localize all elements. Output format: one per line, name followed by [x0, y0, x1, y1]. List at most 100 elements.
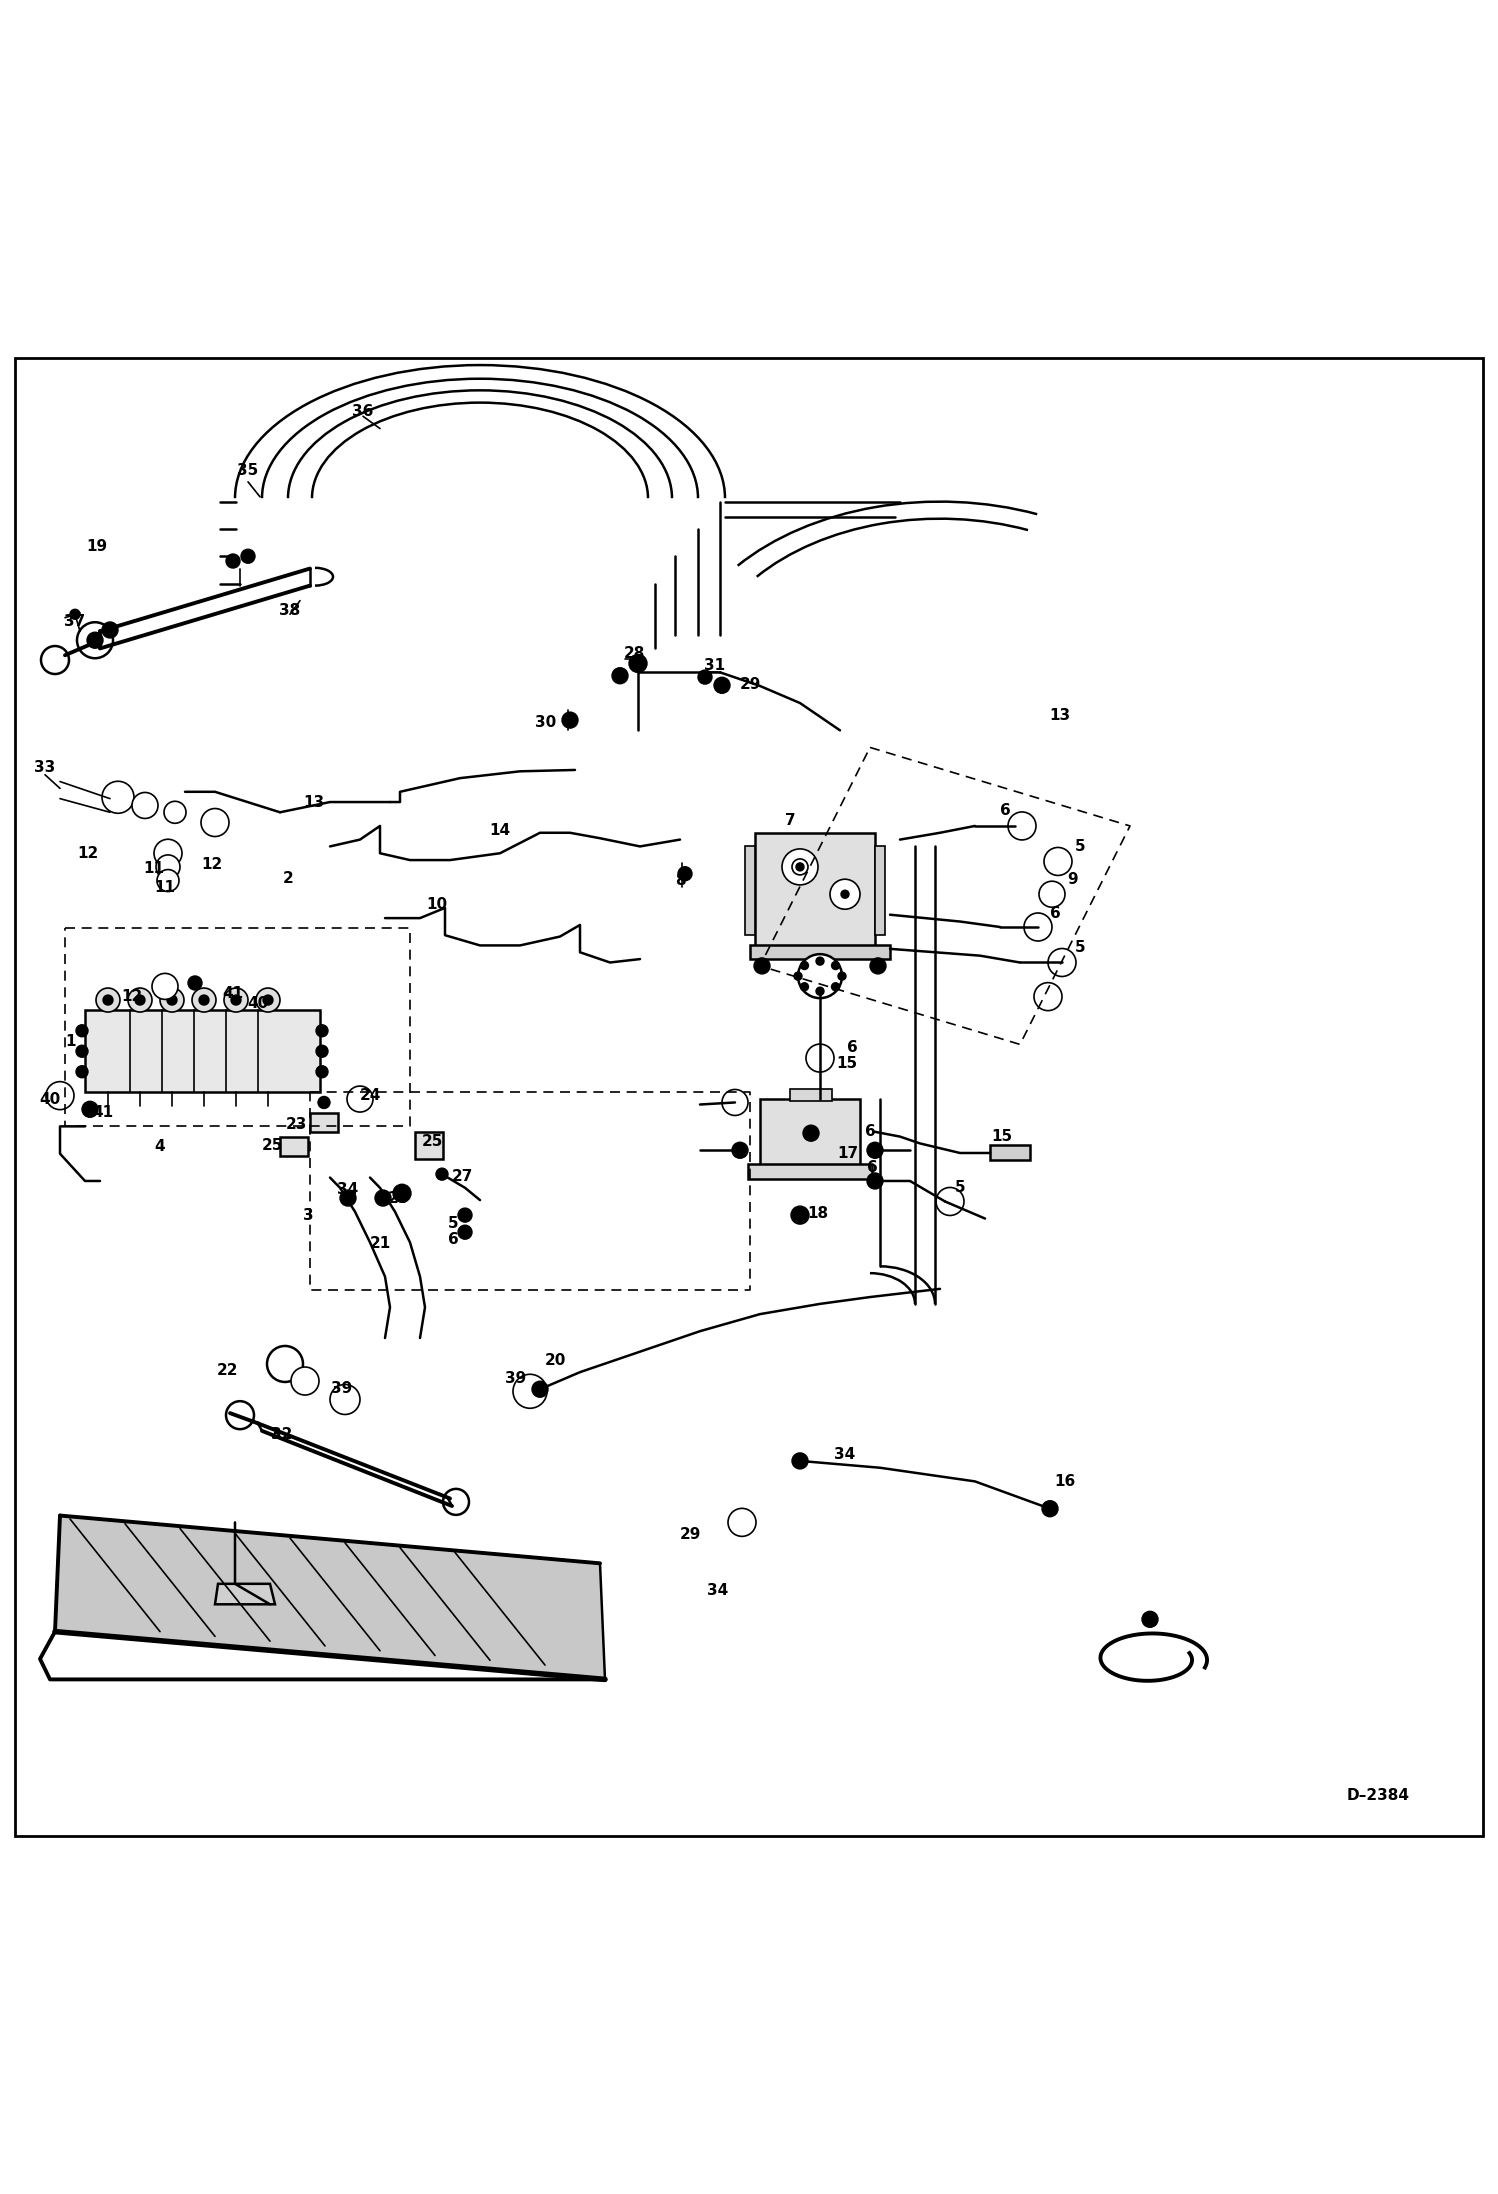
Bar [789, 1088, 831, 1101]
Text: 6: 6 [864, 1123, 875, 1139]
Circle shape [157, 979, 172, 994]
Circle shape [297, 1373, 313, 1389]
Text: 34: 34 [834, 1446, 855, 1461]
Circle shape [941, 1194, 959, 1211]
Circle shape [816, 957, 824, 965]
Circle shape [810, 1049, 828, 1066]
Text: 16: 16 [1055, 1474, 1076, 1490]
Circle shape [613, 667, 628, 685]
Text: 17: 17 [837, 1145, 858, 1161]
Circle shape [798, 954, 842, 998]
Circle shape [795, 862, 804, 871]
Circle shape [109, 788, 127, 805]
Text: 31: 31 [704, 658, 725, 674]
Bar [280, 1136, 309, 1156]
Circle shape [351, 1090, 369, 1108]
Circle shape [867, 1143, 882, 1158]
Text: 2: 2 [283, 871, 294, 886]
Circle shape [46, 1082, 73, 1110]
Circle shape [840, 891, 849, 897]
Text: 24: 24 [360, 1088, 380, 1104]
Circle shape [436, 1167, 448, 1180]
Text: 21: 21 [370, 1235, 391, 1251]
Circle shape [629, 654, 647, 671]
Text: 19: 19 [87, 538, 108, 553]
Circle shape [157, 869, 178, 891]
Circle shape [136, 796, 153, 814]
Circle shape [226, 1402, 255, 1428]
Circle shape [803, 1126, 819, 1141]
Circle shape [154, 840, 181, 867]
Circle shape [1008, 812, 1037, 840]
Circle shape [160, 873, 175, 889]
Text: 38: 38 [279, 603, 301, 619]
Bar [759, 1099, 860, 1167]
Circle shape [562, 713, 578, 728]
Circle shape [722, 1090, 748, 1115]
Circle shape [76, 1025, 88, 1038]
Circle shape [1043, 1501, 1058, 1516]
Text: 34: 34 [337, 1183, 358, 1198]
Circle shape [189, 976, 202, 989]
Circle shape [1029, 917, 1047, 937]
Text: 5: 5 [1074, 939, 1086, 954]
Bar [310, 1112, 339, 1132]
Circle shape [458, 1209, 472, 1222]
Text: 5: 5 [1074, 838, 1086, 853]
Circle shape [166, 996, 177, 1005]
Text: 6: 6 [999, 803, 1010, 818]
Circle shape [1141, 1610, 1158, 1628]
Text: 23: 23 [285, 1117, 307, 1132]
Circle shape [96, 987, 120, 1011]
Text: 4: 4 [154, 1139, 165, 1154]
Text: 40: 40 [39, 1093, 60, 1106]
Circle shape [520, 1382, 539, 1402]
Circle shape [936, 1187, 965, 1215]
Circle shape [791, 1207, 809, 1224]
Circle shape [348, 1086, 373, 1112]
Circle shape [867, 1174, 882, 1189]
Text: 11: 11 [154, 880, 175, 895]
Circle shape [727, 1093, 745, 1112]
Circle shape [76, 1044, 88, 1058]
Text: 13: 13 [304, 794, 325, 810]
Text: 39: 39 [331, 1380, 352, 1395]
Text: 5: 5 [954, 1180, 965, 1196]
Text: 6: 6 [448, 1231, 458, 1246]
Text: 29: 29 [740, 678, 761, 691]
Text: 41: 41 [222, 985, 244, 1000]
Circle shape [225, 987, 249, 1011]
Circle shape [291, 1367, 319, 1395]
Circle shape [280, 1358, 291, 1369]
Circle shape [1025, 913, 1052, 941]
Circle shape [800, 983, 809, 992]
Circle shape [256, 987, 280, 1011]
Circle shape [82, 1101, 97, 1117]
Circle shape [316, 1025, 328, 1038]
Text: 20: 20 [544, 1354, 566, 1369]
Circle shape [728, 1507, 756, 1536]
Circle shape [207, 814, 225, 832]
Circle shape [831, 983, 839, 992]
Circle shape [1049, 948, 1076, 976]
Text: 8: 8 [674, 873, 685, 889]
Circle shape [51, 1086, 69, 1104]
Text: 13: 13 [1050, 709, 1071, 722]
Circle shape [830, 880, 860, 908]
Polygon shape [55, 1516, 605, 1678]
Circle shape [316, 1066, 328, 1077]
Circle shape [102, 781, 133, 814]
Text: 22: 22 [217, 1362, 238, 1378]
Text: 12: 12 [78, 845, 99, 860]
Text: 28: 28 [623, 647, 644, 660]
Text: 6: 6 [1050, 906, 1061, 921]
Circle shape [192, 987, 216, 1011]
Text: 34: 34 [707, 1584, 728, 1597]
Circle shape [132, 792, 157, 818]
Circle shape [524, 1387, 535, 1395]
Circle shape [40, 645, 69, 674]
Circle shape [733, 1143, 748, 1158]
Circle shape [76, 623, 112, 658]
Circle shape [792, 858, 807, 875]
Text: 12: 12 [121, 989, 142, 1005]
